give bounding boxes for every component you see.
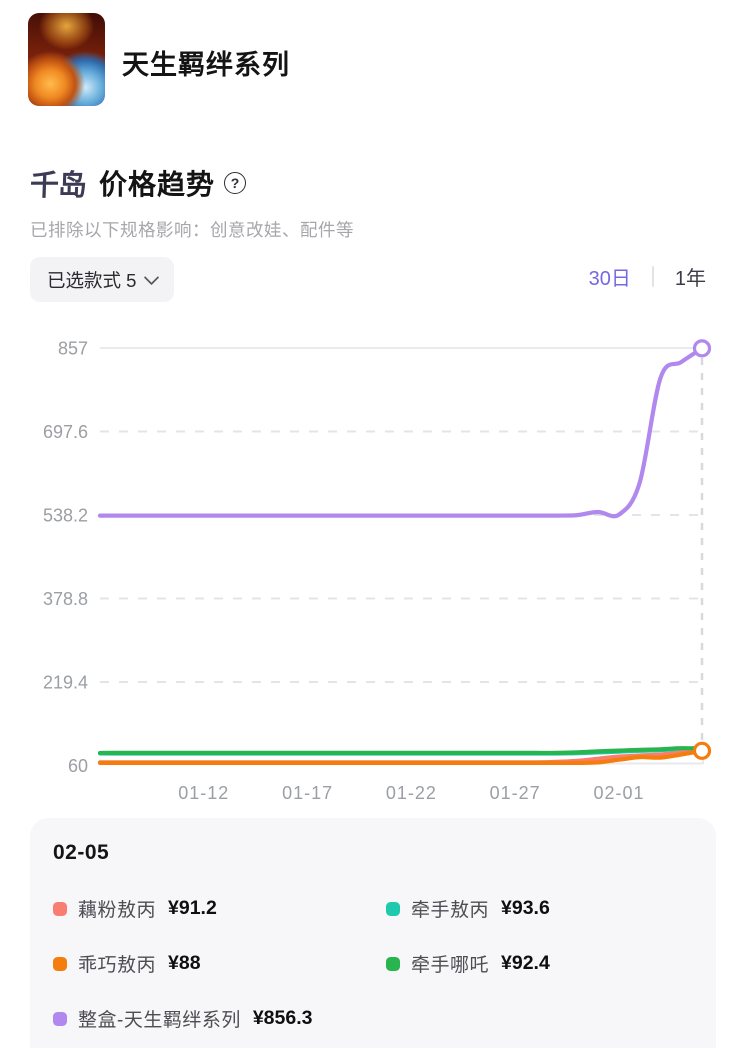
legend-item: 牵手敖丙 ¥93.6	[386, 895, 696, 922]
series-line-牵手哪吒	[97, 746, 705, 756]
legend-color-dot	[53, 901, 67, 916]
end-marker-乖巧敖丙	[692, 741, 712, 760]
legend-price: ¥93.6	[501, 897, 550, 919]
price-trend-chart[interactable]: 857 697.6 538.2 378.8 219.4 60 01-12 01-17 01-22…	[0, 330, 746, 810]
time-range-tabs: 30日 1年	[589, 262, 706, 291]
legend-item: 整盒-天生羁绊系列 ¥856.3	[53, 1005, 386, 1032]
legend-item: 牵手哪吒 ¥92.4	[386, 950, 696, 977]
legend-price: ¥91.2	[168, 897, 217, 919]
series-thumbnail[interactable]	[28, 13, 105, 106]
legend-price: ¥88	[168, 952, 201, 974]
legend-name: 牵手哪吒	[411, 955, 490, 976]
svg-text:02-01: 02-01	[593, 783, 644, 803]
end-marker-整盒-天生羁绊系列	[692, 339, 712, 358]
trend-title: 价格趋势	[99, 169, 216, 200]
legend-name: 乖巧敖丙	[78, 955, 157, 976]
legend-item: 乖巧敖丙 ¥88	[53, 950, 386, 977]
tab-divider	[651, 266, 654, 287]
svg-text:01-22: 01-22	[386, 783, 437, 803]
chevron-down-icon	[144, 269, 160, 285]
legend-grid: 藕粉敖丙 ¥91.2 牵手敖丙 ¥93.6 乖巧敖丙 ¥88 牵手哪吒 ¥92.4 整盒-天生羁…	[53, 895, 696, 1032]
legend-color-dot	[53, 1011, 67, 1026]
series-line-乖巧敖丙	[97, 748, 705, 766]
exclusion-note: 已排除以下规格影响：创意改娃、配件等	[30, 220, 354, 240]
legend-color-dot	[386, 956, 400, 971]
svg-text:857: 857	[58, 339, 88, 359]
tooltip-date: 02-05	[53, 841, 110, 864]
legend-price: ¥856.3	[252, 1007, 313, 1029]
selected-styles-label: 已选款式 5	[47, 269, 137, 291]
series-title: 天生羁绊系列	[122, 50, 290, 80]
tab-30-days[interactable]: 30日	[588, 268, 631, 290]
svg-text:219.4: 219.4	[43, 673, 88, 693]
legend-name: 牵手敖丙	[411, 900, 490, 921]
tab-1-year[interactable]: 1年	[674, 268, 706, 290]
svg-text:538.2: 538.2	[43, 506, 88, 526]
legend-color-dot	[386, 901, 400, 916]
legend-price: ¥92.4	[501, 952, 550, 974]
svg-text:01-12: 01-12	[178, 783, 229, 803]
legend-color-dot	[53, 956, 67, 971]
svg-text:378.8: 378.8	[43, 589, 88, 609]
help-question-icon[interactable]: ?	[224, 172, 247, 194]
svg-text:01-27: 01-27	[490, 783, 541, 803]
svg-text:01-17: 01-17	[282, 783, 333, 803]
selected-styles-dropdown[interactable]: 已选款式 5	[30, 257, 175, 302]
legend-name: 整盒-天生羁绊系列	[78, 1010, 241, 1031]
series-line-整盒-天生羁绊系列	[97, 346, 705, 519]
tooltip-panel: 02-05 藕粉敖丙 ¥91.2 牵手敖丙 ¥93.6 乖巧敖丙 ¥88 牵手哪吒 ¥92.4…	[30, 818, 716, 1048]
svg-text:697.6: 697.6	[43, 422, 88, 442]
svg-text:60: 60	[68, 756, 88, 776]
legend-name: 藕粉敖丙	[78, 900, 157, 921]
qiandao-brand-logo: 千岛	[29, 170, 87, 202]
legend-item: 藕粉敖丙 ¥91.2	[53, 895, 386, 922]
trend-section-header: 千岛 价格趋势 ?	[29, 162, 247, 204]
